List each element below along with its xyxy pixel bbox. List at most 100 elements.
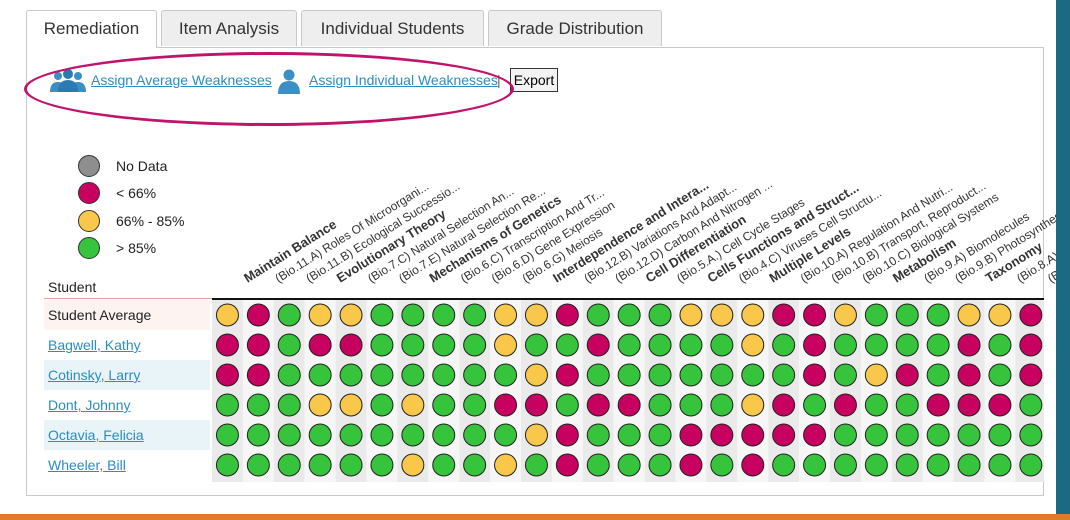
score-indicator[interactable] [308, 453, 332, 477]
score-indicator[interactable] [524, 423, 548, 447]
score-indicator[interactable] [803, 423, 827, 447]
score-indicator[interactable] [710, 303, 734, 327]
score-indicator[interactable] [926, 303, 950, 327]
score-indicator[interactable] [401, 333, 425, 357]
score-indicator[interactable] [988, 423, 1012, 447]
score-indicator[interactable] [432, 303, 456, 327]
score-indicator[interactable] [833, 333, 857, 357]
score-indicator[interactable] [215, 453, 239, 477]
score-indicator[interactable] [926, 423, 950, 447]
score-indicator[interactable] [988, 333, 1012, 357]
score-indicator[interactable] [246, 453, 270, 477]
score-indicator[interactable] [1019, 423, 1043, 447]
score-indicator[interactable] [864, 333, 888, 357]
score-indicator[interactable] [246, 363, 270, 387]
student-name-link[interactable]: Wheeler, Bill [48, 457, 126, 473]
student-name-link[interactable]: Dont, Johnny [48, 397, 131, 413]
score-indicator[interactable] [586, 453, 610, 477]
score-indicator[interactable] [401, 453, 425, 477]
score-indicator[interactable] [1019, 393, 1043, 417]
score-indicator[interactable] [370, 333, 394, 357]
score-indicator[interactable] [957, 333, 981, 357]
score-indicator[interactable] [277, 393, 301, 417]
user-icon[interactable] [276, 68, 302, 97]
score-indicator[interactable] [215, 363, 239, 387]
group-users-icon[interactable] [48, 68, 88, 97]
score-indicator[interactable] [741, 423, 765, 447]
score-indicator[interactable] [864, 393, 888, 417]
score-indicator[interactable] [1019, 363, 1043, 387]
score-indicator[interactable] [772, 393, 796, 417]
score-indicator[interactable] [494, 453, 518, 477]
score-indicator[interactable] [1019, 303, 1043, 327]
score-indicator[interactable] [679, 333, 703, 357]
score-indicator[interactable] [803, 453, 827, 477]
score-indicator[interactable] [339, 393, 363, 417]
score-indicator[interactable] [741, 333, 765, 357]
score-indicator[interactable] [988, 393, 1012, 417]
assign-individual-weaknesses-link[interactable]: Assign Individual Weaknesses [309, 72, 498, 88]
score-indicator[interactable] [895, 453, 919, 477]
score-indicator[interactable] [833, 303, 857, 327]
score-indicator[interactable] [710, 363, 734, 387]
score-indicator[interactable] [772, 333, 796, 357]
score-indicator[interactable] [432, 393, 456, 417]
score-indicator[interactable] [463, 303, 487, 327]
score-indicator[interactable] [803, 333, 827, 357]
score-indicator[interactable] [370, 363, 394, 387]
score-indicator[interactable] [679, 393, 703, 417]
score-indicator[interactable] [555, 453, 579, 477]
score-indicator[interactable] [308, 333, 332, 357]
score-indicator[interactable] [833, 393, 857, 417]
score-indicator[interactable] [246, 393, 270, 417]
score-indicator[interactable] [555, 333, 579, 357]
score-indicator[interactable] [586, 303, 610, 327]
score-indicator[interactable] [617, 363, 641, 387]
score-indicator[interactable] [803, 363, 827, 387]
score-indicator[interactable] [926, 333, 950, 357]
score-indicator[interactable] [741, 393, 765, 417]
score-indicator[interactable] [648, 393, 672, 417]
score-indicator[interactable] [617, 303, 641, 327]
score-indicator[interactable] [679, 303, 703, 327]
score-indicator[interactable] [679, 453, 703, 477]
score-indicator[interactable] [617, 393, 641, 417]
score-indicator[interactable] [401, 363, 425, 387]
tab-individual-students[interactable]: Individual Students [301, 10, 484, 46]
score-indicator[interactable] [524, 363, 548, 387]
score-indicator[interactable] [741, 453, 765, 477]
score-indicator[interactable] [370, 303, 394, 327]
score-indicator[interactable] [555, 303, 579, 327]
score-indicator[interactable] [463, 363, 487, 387]
score-indicator[interactable] [524, 393, 548, 417]
score-indicator[interactable] [215, 333, 239, 357]
score-indicator[interactable] [277, 333, 301, 357]
score-indicator[interactable] [772, 303, 796, 327]
student-name-link[interactable]: Octavia, Felicia [48, 427, 144, 443]
score-indicator[interactable] [555, 393, 579, 417]
tab-remediation[interactable]: Remediation [26, 10, 157, 48]
student-name-link[interactable]: Cotinsky, Larry [48, 367, 141, 383]
score-indicator[interactable] [339, 303, 363, 327]
score-indicator[interactable] [494, 303, 518, 327]
score-indicator[interactable] [864, 453, 888, 477]
score-indicator[interactable] [710, 333, 734, 357]
score-indicator[interactable] [988, 453, 1012, 477]
tab-grade-distribution[interactable]: Grade Distribution [488, 10, 662, 46]
score-indicator[interactable] [215, 393, 239, 417]
score-indicator[interactable] [679, 423, 703, 447]
score-indicator[interactable] [803, 393, 827, 417]
score-indicator[interactable] [308, 423, 332, 447]
score-indicator[interactable] [617, 453, 641, 477]
score-indicator[interactable] [926, 453, 950, 477]
score-indicator[interactable] [586, 333, 610, 357]
score-indicator[interactable] [246, 303, 270, 327]
score-indicator[interactable] [215, 303, 239, 327]
score-indicator[interactable] [401, 393, 425, 417]
score-indicator[interactable] [895, 333, 919, 357]
score-indicator[interactable] [463, 453, 487, 477]
score-indicator[interactable] [710, 423, 734, 447]
score-indicator[interactable] [1019, 333, 1043, 357]
score-indicator[interactable] [617, 423, 641, 447]
score-indicator[interactable] [895, 393, 919, 417]
